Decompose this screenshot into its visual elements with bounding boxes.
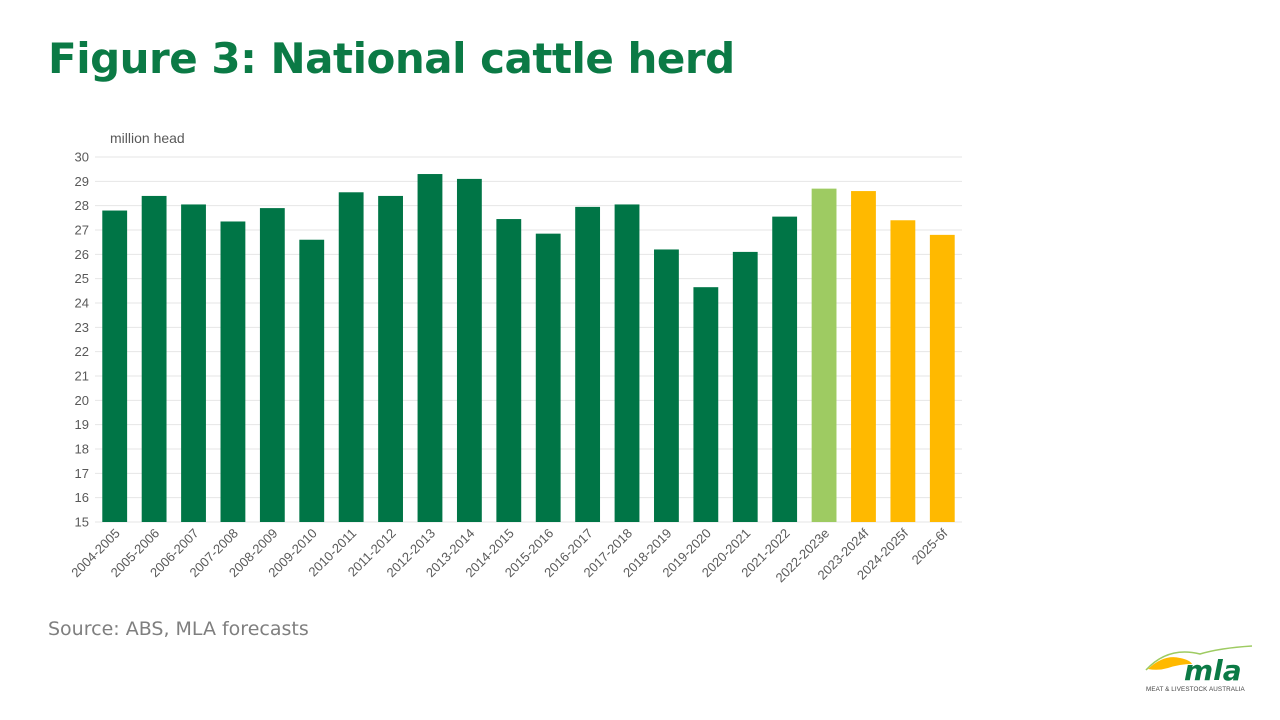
y-tick-label: 28	[75, 198, 89, 213]
bars	[102, 174, 955, 523]
y-tick-label: 25	[75, 271, 89, 286]
logo-wordmark: mla	[1184, 654, 1242, 687]
bar-2021-2022	[772, 216, 798, 522]
bar-2018-2019	[654, 249, 679, 522]
page-title: Figure 3: National cattle herd	[48, 34, 735, 83]
bar-2024-2025f	[890, 220, 916, 522]
bar-2014-2015	[496, 219, 522, 523]
y-tick-label: 18	[75, 442, 89, 457]
y-tick-label: 22	[75, 344, 89, 359]
bar-2020-2021	[732, 251, 758, 522]
y-tick-label: 16	[75, 490, 89, 505]
bar-2013-2014	[456, 178, 482, 522]
mla-logo: mla	[1145, 645, 1253, 687]
bar-2008-2009	[259, 208, 285, 522]
bar-2022-2023e	[811, 188, 837, 522]
y-tick-label: 27	[75, 223, 89, 238]
bar-2012-2013	[417, 174, 443, 523]
y-tick-label: 23	[75, 320, 89, 335]
bar-2007-2008	[220, 221, 246, 522]
y-tick-label: 15	[75, 515, 89, 530]
bar-2015-2016	[535, 233, 561, 522]
bar-2006-2007	[181, 204, 206, 522]
y-tick-label: 17	[75, 466, 89, 481]
bar-2025-6f	[929, 234, 955, 522]
source-note: Source: ABS, MLA forecasts	[48, 618, 309, 640]
logo-tagline: MEAT & LIVESTOCK AUSTRALIA	[1146, 686, 1245, 693]
y-tick-label: 24	[75, 296, 89, 311]
bar-2017-2018	[614, 204, 640, 522]
x-tick-label: 2025-6f	[909, 525, 951, 567]
x-tick-labels: 2004-20052005-20062006-20072007-20082008…	[68, 525, 950, 585]
bar-2009-2010	[299, 239, 325, 522]
y-tick-label: 26	[75, 247, 89, 262]
bar-2016-2017	[575, 206, 601, 522]
bar-2005-2006	[141, 195, 167, 522]
y-tick-label: 30	[75, 150, 89, 165]
bar-2004-2005	[102, 210, 128, 523]
bar-2010-2011	[338, 192, 364, 523]
bar-2019-2020	[693, 287, 719, 522]
bar-2011-2012	[378, 195, 403, 522]
y-tick-label: 20	[75, 393, 89, 408]
y-tick-label: 19	[75, 417, 89, 432]
y-tick-label: 29	[75, 174, 89, 189]
y-axis-label: million head	[110, 130, 185, 146]
y-tick-label: 21	[75, 369, 89, 384]
y-tick-labels: 15 16 17 18 19 20 21 22 23 24 25 26 27 28 29 30	[75, 150, 89, 530]
bar-2023-2024f	[851, 191, 876, 523]
